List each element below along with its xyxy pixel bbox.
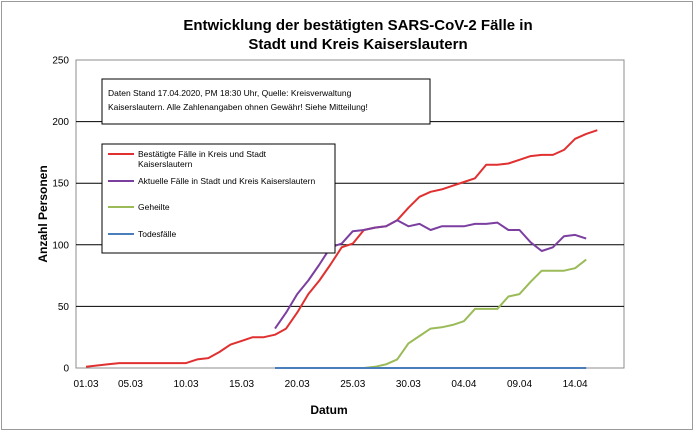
note-line1: Daten Stand 17.04.2020, PM 18:30 Uhr, Qu…: [108, 88, 352, 98]
x-tick-label: 10.03: [174, 379, 199, 390]
x-axis-ticks: 01.03 05.03 10.03 15.03 20.03 25.03 30.03 04.04…: [73, 379, 588, 390]
data-note-box: Daten Stand 17.04.2020, PM 18:30 Uhr, Qu…: [101, 78, 431, 125]
x-tick-label: 15.03: [229, 379, 254, 390]
legend-label: Aktuelle Fälle in Stadt und Kreis Kaiser…: [138, 176, 315, 186]
x-tick-label: 30.03: [396, 379, 421, 390]
note-line2: Kaiserslautern. Alle Zahlenangaben ohnen…: [108, 102, 368, 112]
x-tick-label: 20.03: [285, 379, 310, 390]
x-tick-label: 09.04: [507, 379, 532, 390]
y-tick-label: 100: [52, 240, 69, 251]
legend-border: [101, 143, 336, 254]
y-tick-label: 150: [52, 179, 69, 190]
y-axis-ticks: 0 50 100 150 200 250: [52, 56, 69, 375]
legend-label: Todesfälle: [138, 229, 177, 239]
y-tick-label: 0: [63, 364, 69, 375]
x-tick-label: 25.03: [340, 379, 365, 390]
chart-title-line2: Stadt und Kreis Kaiserslautern: [248, 36, 467, 53]
y-axis-label: Anzahl Personen: [36, 165, 50, 262]
series-line-1: [85, 129, 598, 368]
x-tick-label: 14.04: [563, 379, 588, 390]
legend-label-line2: Kaiserslautern: [138, 159, 193, 169]
y-tick-label: 250: [52, 56, 69, 67]
legend-label: Bestätigte Fälle in Kreis und Stadt: [138, 149, 267, 159]
x-tick-label: 05.03: [118, 379, 143, 390]
x-axis-label: Datum: [310, 403, 347, 417]
y-tick-label: 200: [52, 117, 69, 128]
note-box-border: [101, 78, 431, 125]
x-tick-label: 01.03: [73, 379, 98, 390]
x-tick-label: 04.04: [451, 379, 476, 390]
legend-items: Bestätigte Fälle in Kreis und StadtKaise…: [108, 149, 315, 239]
legend-label: Geheilte: [138, 202, 170, 212]
chart-title-line1: Entwicklung der bestätigten SARS-CoV-2 F…: [183, 17, 532, 34]
y-tick-label: 50: [58, 302, 70, 313]
legend: Bestätigte Fälle in Kreis und StadtKaise…: [101, 143, 336, 254]
